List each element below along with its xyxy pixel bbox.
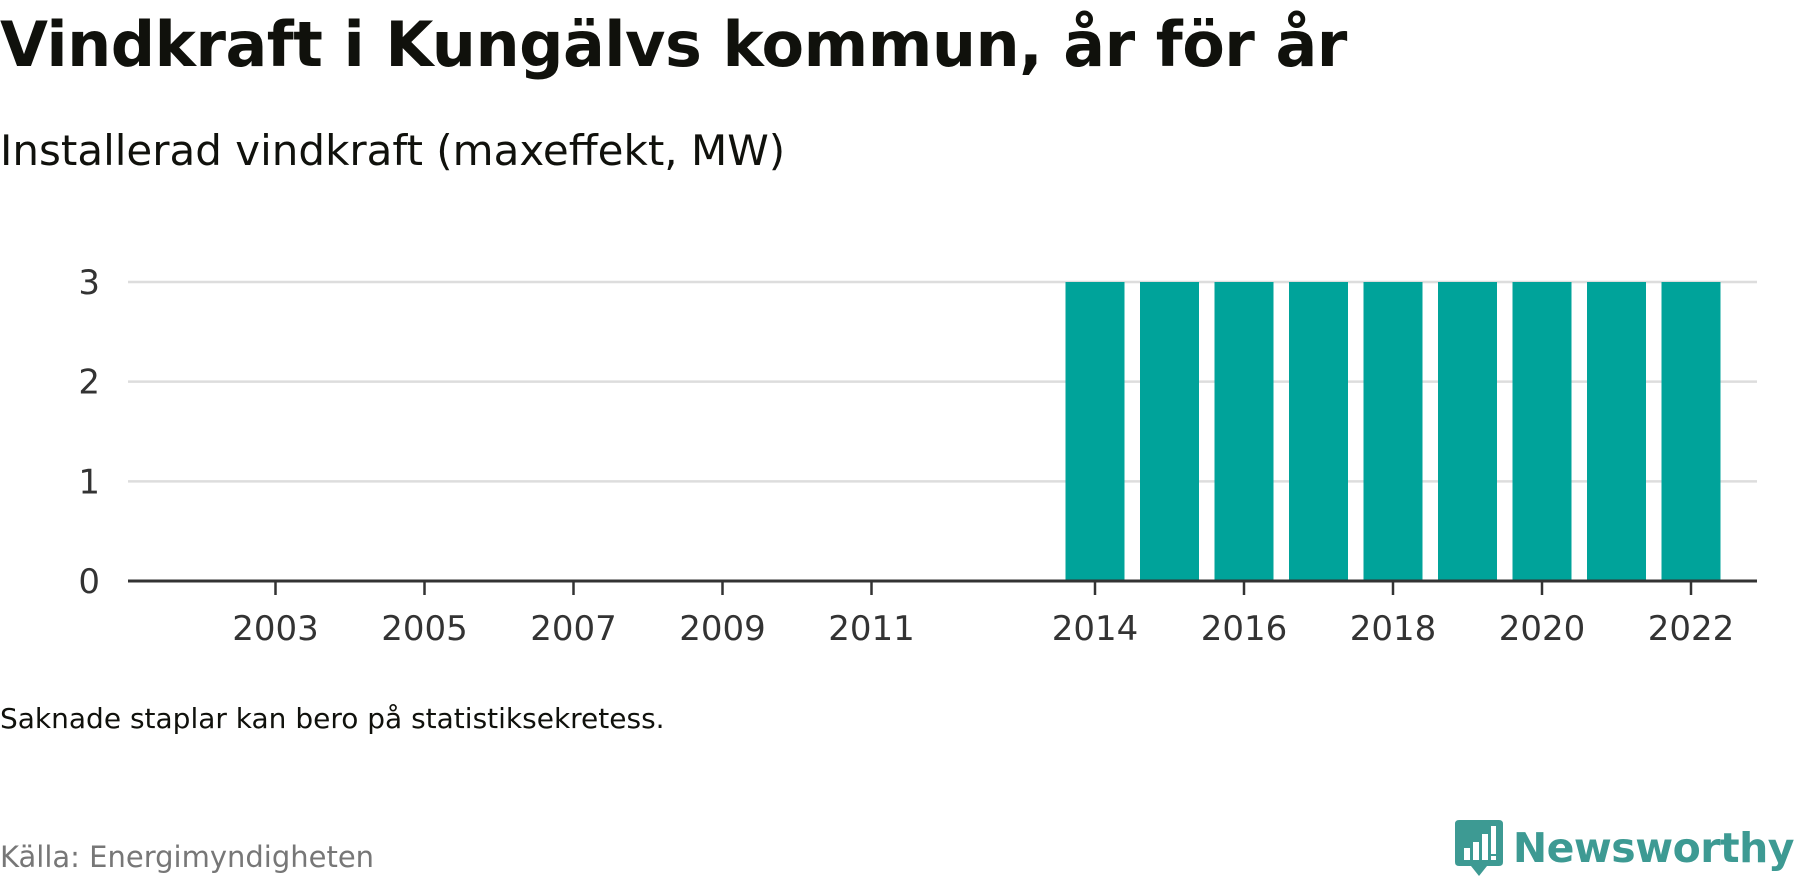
chart-title: Vindkraft i Kungälvs kommun, år för år <box>0 8 1347 81</box>
chart-source: Källa: Energimyndigheten <box>0 840 375 874</box>
newsworthy-chart-bubble-icon <box>1454 820 1503 876</box>
x-tick-label: 2003 <box>232 609 319 649</box>
bar-2017 <box>1289 282 1348 581</box>
y-tick-label: 3 <box>78 263 100 303</box>
y-tick-label: 0 <box>78 562 100 602</box>
x-tick-label: 2022 <box>1648 609 1735 649</box>
y-tick-label: 2 <box>78 363 100 403</box>
bar-2021 <box>1587 282 1646 581</box>
bars <box>1065 282 1721 581</box>
y-tick-label: 1 <box>78 462 100 502</box>
bar-2016 <box>1214 282 1274 581</box>
bar-2022 <box>1661 282 1721 581</box>
x-tick-label: 2007 <box>530 609 617 649</box>
x-tick-label: 2011 <box>828 609 915 649</box>
bar-2020 <box>1512 282 1572 581</box>
bar-2015 <box>1140 282 1199 581</box>
x-tick-label: 2020 <box>1499 609 1586 649</box>
x-tick-label: 2018 <box>1350 609 1437 649</box>
chart-note: Saknade staplar kan bero på statistiksek… <box>0 702 665 735</box>
bar-2018 <box>1363 282 1423 581</box>
newsworthy-logo-text: Newsworthy <box>1512 824 1795 872</box>
newsworthy-logo: Newsworthy <box>1453 818 1795 878</box>
bar-chart: 0 1 2 3 2003 2005 2007 2009 2011 2014 2016 2018 2020… <box>78 263 1757 649</box>
chart-subtitle: Installerad vindkraft (maxeffekt, MW) <box>0 126 786 175</box>
x-tick-label: 2005 <box>381 609 468 649</box>
tick-labels: 0 1 2 3 2003 2005 2007 2009 2011 2014 2016 2018 2020… <box>78 263 1734 649</box>
bar-2019 <box>1438 282 1497 581</box>
x-tick-label: 2009 <box>679 609 766 649</box>
x-tick-label: 2016 <box>1201 609 1288 649</box>
x-tick-label: 2014 <box>1052 609 1139 649</box>
axes <box>128 579 1757 595</box>
bar-2014 <box>1065 282 1125 581</box>
